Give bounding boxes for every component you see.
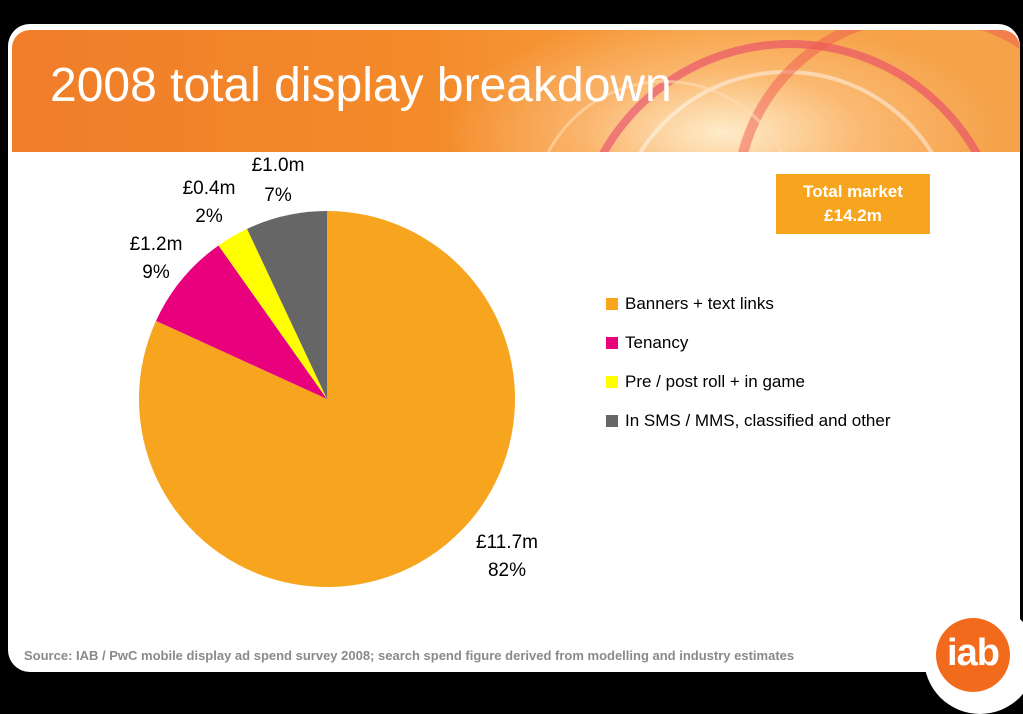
- legend-item: Pre / post roll + in game: [606, 362, 891, 401]
- data-label-banners: £11.7m 82%: [476, 532, 538, 581]
- total-market-value: £14.2m: [824, 206, 882, 225]
- pie-slice-tenancy: [155, 245, 327, 399]
- data-label-value: £1.2m: [130, 234, 183, 255]
- legend-item: Banners + text links: [606, 284, 891, 323]
- pie-slice-sms: [247, 211, 327, 399]
- legend-swatch: [606, 375, 618, 388]
- data-label-percent: 82%: [488, 560, 526, 581]
- total-market-box: Total market £14.2m: [776, 174, 930, 234]
- data-label-percent: 2%: [195, 206, 223, 227]
- pie-slice-preroll: [218, 228, 327, 399]
- total-market-label: Total market: [803, 182, 903, 201]
- legend-label: In SMS / MMS, classified and other: [625, 410, 891, 430]
- legend-label: Banners + text links: [625, 293, 774, 313]
- pie-slices: [138, 211, 515, 587]
- legend-label: Tenancy: [625, 332, 689, 352]
- legend-swatch: [606, 336, 618, 349]
- legend-item: In SMS / MMS, classified and other: [606, 401, 891, 440]
- data-label-preroll: £0.4m 2%: [183, 178, 236, 227]
- iab-logo: iab: [936, 618, 1010, 692]
- data-label-value: £1.0m: [252, 155, 305, 176]
- title-banner: 2008 total display breakdown: [12, 30, 1020, 152]
- data-label-sms: £1.0m 7%: [252, 155, 305, 206]
- legend-swatch: [606, 414, 618, 427]
- chart-legend: Banners + text links Tenancy Pre / post …: [606, 284, 891, 440]
- source-note: Source: IAB / PwC mobile display ad spen…: [24, 648, 795, 663]
- data-label-percent: 7%: [264, 185, 292, 206]
- slide: 2008 total display breakdown: [8, 24, 1020, 672]
- data-label-value: £0.4m: [183, 178, 236, 199]
- legend-item: Tenancy: [606, 323, 891, 362]
- page-title: 2008 total display breakdown: [50, 59, 672, 112]
- data-label-value: £11.7m: [476, 532, 538, 553]
- data-label-percent: 9%: [142, 262, 170, 283]
- legend-label: Pre / post roll + in game: [625, 371, 806, 391]
- data-label-tenancy: £1.2m 9%: [130, 234, 183, 283]
- legend-swatch: [606, 297, 618, 310]
